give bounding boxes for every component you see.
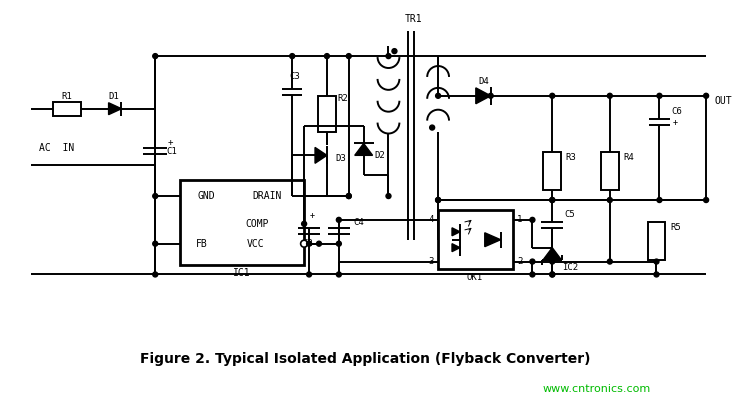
Polygon shape xyxy=(355,143,373,156)
Text: +: + xyxy=(168,138,173,147)
Circle shape xyxy=(324,53,329,59)
Text: AC  IN: AC IN xyxy=(39,143,74,153)
Circle shape xyxy=(290,53,295,59)
Bar xyxy=(438,210,512,269)
Bar xyxy=(318,96,336,132)
Circle shape xyxy=(386,53,391,59)
Text: www.cntronics.com: www.cntronics.com xyxy=(542,384,651,394)
Circle shape xyxy=(346,194,351,198)
Text: D3: D3 xyxy=(335,154,346,163)
Circle shape xyxy=(430,125,434,130)
Text: IC1: IC1 xyxy=(233,269,251,279)
Circle shape xyxy=(436,198,440,202)
Circle shape xyxy=(436,93,440,98)
Bar xyxy=(180,180,304,264)
Text: OK1: OK1 xyxy=(467,273,483,282)
Circle shape xyxy=(317,241,321,246)
Circle shape xyxy=(654,272,659,277)
Circle shape xyxy=(306,272,312,277)
Text: C5: C5 xyxy=(564,211,576,220)
Circle shape xyxy=(703,198,709,202)
Circle shape xyxy=(153,53,158,59)
Text: OUT: OUT xyxy=(714,96,731,106)
Circle shape xyxy=(530,272,535,277)
Circle shape xyxy=(654,259,659,264)
Text: C3: C3 xyxy=(290,72,301,81)
Text: 4: 4 xyxy=(429,215,434,224)
Circle shape xyxy=(703,93,709,98)
Circle shape xyxy=(550,93,555,98)
Circle shape xyxy=(301,240,307,247)
Circle shape xyxy=(530,217,535,222)
Circle shape xyxy=(607,93,612,98)
Polygon shape xyxy=(543,248,562,260)
Text: C6: C6 xyxy=(671,107,681,116)
Circle shape xyxy=(530,259,535,264)
Text: C1: C1 xyxy=(167,147,177,156)
Text: GND: GND xyxy=(197,191,215,201)
Polygon shape xyxy=(315,147,327,163)
Circle shape xyxy=(436,198,440,202)
Bar xyxy=(601,152,619,190)
Text: C2: C2 xyxy=(303,239,313,248)
Bar xyxy=(648,222,665,260)
Polygon shape xyxy=(452,244,460,252)
Circle shape xyxy=(153,241,158,246)
Text: DRAIN: DRAIN xyxy=(253,191,282,201)
Circle shape xyxy=(392,49,397,53)
Text: R1: R1 xyxy=(62,92,72,101)
Text: TR1: TR1 xyxy=(404,14,422,24)
Text: R4: R4 xyxy=(623,153,634,162)
Text: VCC: VCC xyxy=(247,239,265,249)
Circle shape xyxy=(488,93,493,98)
Text: 2: 2 xyxy=(517,257,522,266)
Circle shape xyxy=(386,194,391,198)
Text: R3: R3 xyxy=(566,153,576,162)
Text: D2: D2 xyxy=(374,151,385,160)
Circle shape xyxy=(153,272,158,277)
Circle shape xyxy=(657,93,662,98)
Text: R5: R5 xyxy=(670,223,681,232)
Circle shape xyxy=(346,53,351,59)
Text: D4: D4 xyxy=(478,77,490,86)
Bar xyxy=(543,152,562,190)
Text: 1: 1 xyxy=(517,215,522,224)
Circle shape xyxy=(306,241,312,246)
Polygon shape xyxy=(109,103,121,115)
Text: 3: 3 xyxy=(429,257,434,266)
Text: COMP: COMP xyxy=(245,219,269,229)
Bar xyxy=(53,102,81,116)
Circle shape xyxy=(550,272,555,277)
Text: FB: FB xyxy=(196,239,208,249)
Text: Figure 2. Typical Isolated Application (Flyback Converter): Figure 2. Typical Isolated Application (… xyxy=(140,352,591,366)
Circle shape xyxy=(607,259,612,264)
Polygon shape xyxy=(476,88,491,104)
Text: +: + xyxy=(673,118,678,127)
Circle shape xyxy=(337,217,341,222)
Circle shape xyxy=(550,198,555,202)
Polygon shape xyxy=(485,233,501,247)
Circle shape xyxy=(346,194,351,198)
Circle shape xyxy=(607,198,612,202)
Text: +: + xyxy=(309,211,315,220)
Circle shape xyxy=(550,272,555,277)
Circle shape xyxy=(337,241,341,246)
Text: IC2: IC2 xyxy=(562,263,578,272)
Circle shape xyxy=(153,194,158,198)
Text: C4: C4 xyxy=(354,218,364,227)
Circle shape xyxy=(550,198,555,202)
Polygon shape xyxy=(452,228,460,236)
Text: R2: R2 xyxy=(337,94,348,103)
Text: D1: D1 xyxy=(108,92,119,101)
Circle shape xyxy=(657,198,662,202)
Circle shape xyxy=(301,222,306,226)
Circle shape xyxy=(337,272,341,277)
Circle shape xyxy=(550,259,555,264)
